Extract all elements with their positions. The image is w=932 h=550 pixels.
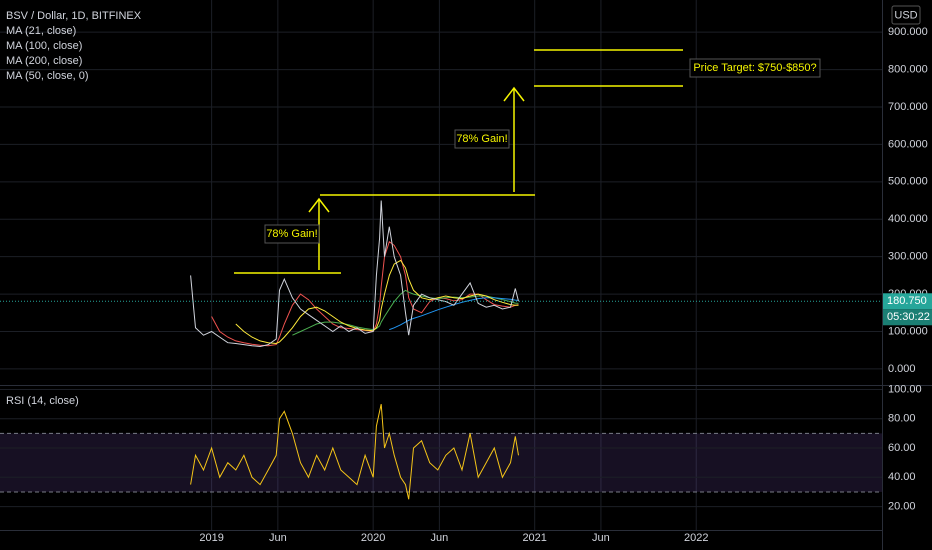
annotation-box (264, 224, 320, 244)
y-tick-label: 60.00 (888, 442, 916, 454)
annotation: Price Target: $750-$850? (693, 62, 816, 74)
y-tick-label: 100.00 (888, 383, 922, 395)
x-tick-label: 2022 (684, 532, 708, 544)
y-tick-label: 900.000 (888, 26, 928, 38)
legend-entry: MA (100, close) (6, 40, 82, 52)
grid (0, 0, 882, 530)
legend-entry: MA (21, close) (6, 25, 76, 37)
y-tick-label: 600.000 (888, 138, 928, 150)
rsi-line (190, 403, 519, 500)
x-tick-label: 2019 (199, 532, 223, 544)
ma-line (292, 289, 519, 336)
x-tick-label: Jun (592, 532, 610, 544)
chart-title: BSV / Dollar, 1D, BITFINEX (6, 10, 142, 22)
last-price-box (883, 293, 932, 310)
y-tick-label: 400.000 (888, 213, 928, 225)
x-tick-label: 2020 (361, 532, 385, 544)
y-tick-label: 700.000 (888, 101, 928, 113)
annotation: 78% Gain! (456, 133, 507, 145)
y-tick-label: 40.00 (888, 471, 916, 483)
annotation-box (689, 58, 821, 78)
plot (190, 200, 519, 500)
y-tick-label: 0.000 (888, 363, 916, 375)
y-tick-label: 300.000 (888, 251, 928, 263)
rsi-title: RSI (14, close) (6, 395, 79, 407)
countdown-box (883, 309, 932, 326)
x-tick-label: Jun (269, 532, 287, 544)
y-tick-label: 100.000 (888, 325, 928, 337)
currency[interactable]: USD (894, 9, 917, 21)
y-tick-label: 500.000 (888, 176, 928, 188)
arrow-head (308, 197, 330, 213)
rsi-band (0, 433, 882, 492)
legend-entry: MA (200, close) (6, 55, 82, 67)
arrow-head (503, 86, 525, 102)
ma-line (389, 297, 519, 331)
annotation: 78% Gain! (266, 228, 317, 240)
y-tick-label: 80.00 (888, 413, 916, 425)
x-tick-label: Jun (431, 532, 449, 544)
currency-box[interactable] (891, 5, 921, 25)
annotation-box (454, 129, 510, 149)
y-tick-label: 20.00 (888, 500, 916, 512)
y-tick-label: 800.000 (888, 63, 928, 75)
last-price-label: 180.750 (887, 295, 927, 307)
price-line (190, 200, 519, 348)
legend-entry: MA (50, close, 0) (6, 70, 89, 82)
countdown: 05:30:22 (887, 311, 930, 323)
ma-line (235, 259, 519, 345)
x-tick-label: 2021 (522, 532, 546, 544)
